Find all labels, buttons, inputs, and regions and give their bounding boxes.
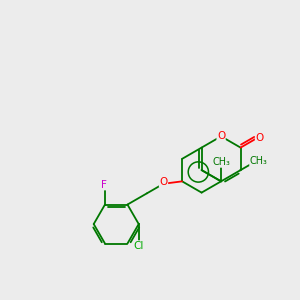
Text: O: O [255, 133, 264, 143]
Text: CH₃: CH₃ [212, 157, 230, 167]
Text: O: O [159, 177, 168, 187]
Text: F: F [101, 180, 107, 190]
Text: Cl: Cl [134, 241, 144, 251]
Text: CH₃: CH₃ [250, 155, 268, 166]
Text: O: O [217, 131, 225, 141]
